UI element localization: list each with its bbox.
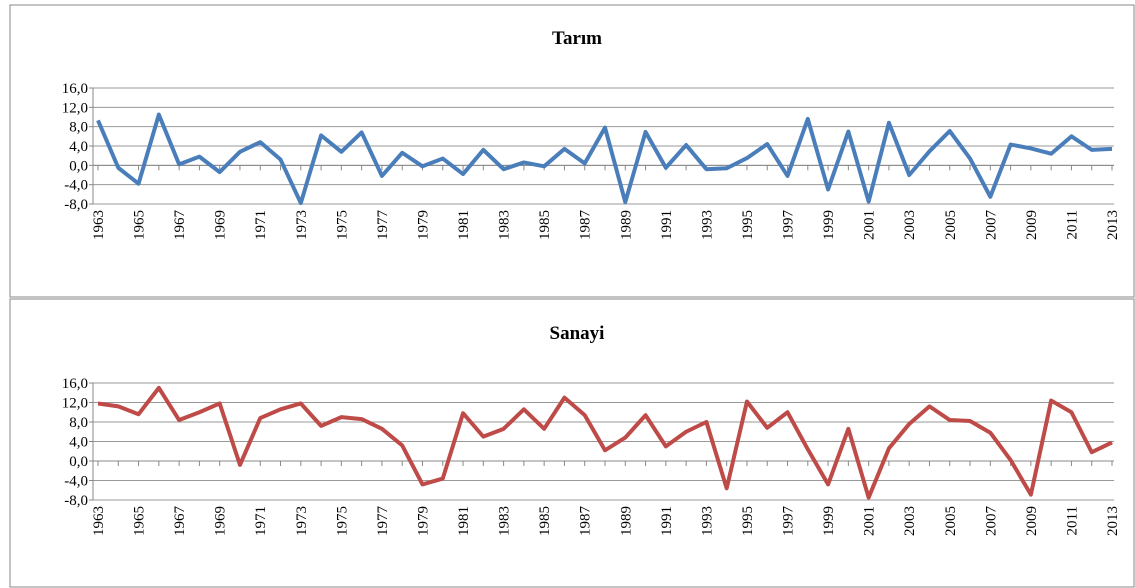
chart-title: Sanayi xyxy=(550,323,605,344)
x-tick-label: 2007 xyxy=(983,506,999,537)
x-tick-label: 1993 xyxy=(699,210,715,240)
x-tick-label: 2003 xyxy=(902,210,918,240)
y-tick-label: 8,0 xyxy=(69,415,88,431)
y-tick-label: 0,0 xyxy=(69,454,88,470)
x-tick-label: 1983 xyxy=(497,506,513,536)
x-tick-label: 2011 xyxy=(1064,210,1080,239)
x-tick-label: 1985 xyxy=(537,210,553,240)
y-tick-label: -8,0 xyxy=(64,197,88,213)
x-tick-label: 1963 xyxy=(91,210,107,240)
x-tick-label: 1981 xyxy=(456,506,472,536)
x-tick-label: 1965 xyxy=(132,506,148,536)
y-tick-label: 12,0 xyxy=(62,396,88,412)
data-line xyxy=(96,112,1113,206)
data-line xyxy=(97,385,1113,500)
y-tick-label: 16,0 xyxy=(62,81,88,97)
x-tick-label: 1967 xyxy=(172,506,188,537)
x-tick-label: 1991 xyxy=(659,506,675,536)
x-tick-label: 1985 xyxy=(537,506,553,536)
x-tick-label: 1989 xyxy=(618,210,634,240)
x-tick-label: 1975 xyxy=(334,210,350,240)
x-tick-label: 2001 xyxy=(862,210,878,240)
y-tick-label: 16,0 xyxy=(62,376,88,392)
x-tick-label: 1963 xyxy=(91,506,107,536)
x-tick-label: 1987 xyxy=(578,210,594,241)
y-tick-label: 4,0 xyxy=(69,139,88,155)
x-tick-label: 1969 xyxy=(213,506,229,536)
x-tick-label: 1977 xyxy=(375,210,391,241)
x-tick-label: 1995 xyxy=(740,210,756,240)
x-tick-label: 1967 xyxy=(172,210,188,241)
x-tick-label: 1987 xyxy=(578,506,594,537)
x-tick-label: 1979 xyxy=(415,210,431,240)
x-tick-label: 1999 xyxy=(821,210,837,240)
x-tick-label: 2005 xyxy=(943,210,959,240)
y-tick-label: -8,0 xyxy=(64,493,88,509)
x-tick-label: 2003 xyxy=(902,506,918,536)
x-tick-label: 2009 xyxy=(1024,210,1040,240)
x-tick-label: 1989 xyxy=(618,506,634,536)
panel xyxy=(9,4,1135,298)
x-tick-label: 2013 xyxy=(1105,506,1121,536)
y-tick-label: 0,0 xyxy=(69,158,88,174)
x-tick-label: 1971 xyxy=(253,210,269,240)
y-tick-label: 4,0 xyxy=(69,435,88,451)
x-tick-label: 1965 xyxy=(132,210,148,240)
x-tick-label: 1997 xyxy=(781,506,797,537)
x-tick-label: 1973 xyxy=(294,210,310,240)
x-tick-label: 1979 xyxy=(415,506,431,536)
x-tick-label: 2007 xyxy=(983,210,999,241)
y-tick-label: 8,0 xyxy=(69,120,88,136)
y-tick-label: -4,0 xyxy=(64,178,88,194)
chart-title: Tarım xyxy=(552,28,602,49)
x-tick-label: 1971 xyxy=(253,506,269,536)
x-tick-label: 1999 xyxy=(821,506,837,536)
x-tick-label: 1975 xyxy=(334,506,350,536)
x-tick-label: 1991 xyxy=(659,210,675,240)
x-tick-label: 2013 xyxy=(1105,210,1121,240)
x-tick-label: 1973 xyxy=(294,506,310,536)
x-tick-label: 2011 xyxy=(1064,506,1080,535)
y-tick-label: -4,0 xyxy=(64,474,88,490)
x-tick-label: 1983 xyxy=(497,210,513,240)
x-tick-label: 1969 xyxy=(213,210,229,240)
panel xyxy=(9,298,1135,588)
x-tick-label: 1981 xyxy=(456,210,472,240)
y-tick-label: 12,0 xyxy=(62,100,88,116)
x-tick-label: 2009 xyxy=(1024,506,1040,536)
x-tick-label: 2001 xyxy=(862,506,878,536)
x-tick-label: 2005 xyxy=(943,506,959,536)
x-tick-label: 1993 xyxy=(699,506,715,536)
x-tick-label: 1997 xyxy=(781,210,797,241)
x-tick-label: 1977 xyxy=(375,506,391,537)
x-tick-label: 1995 xyxy=(740,506,756,536)
